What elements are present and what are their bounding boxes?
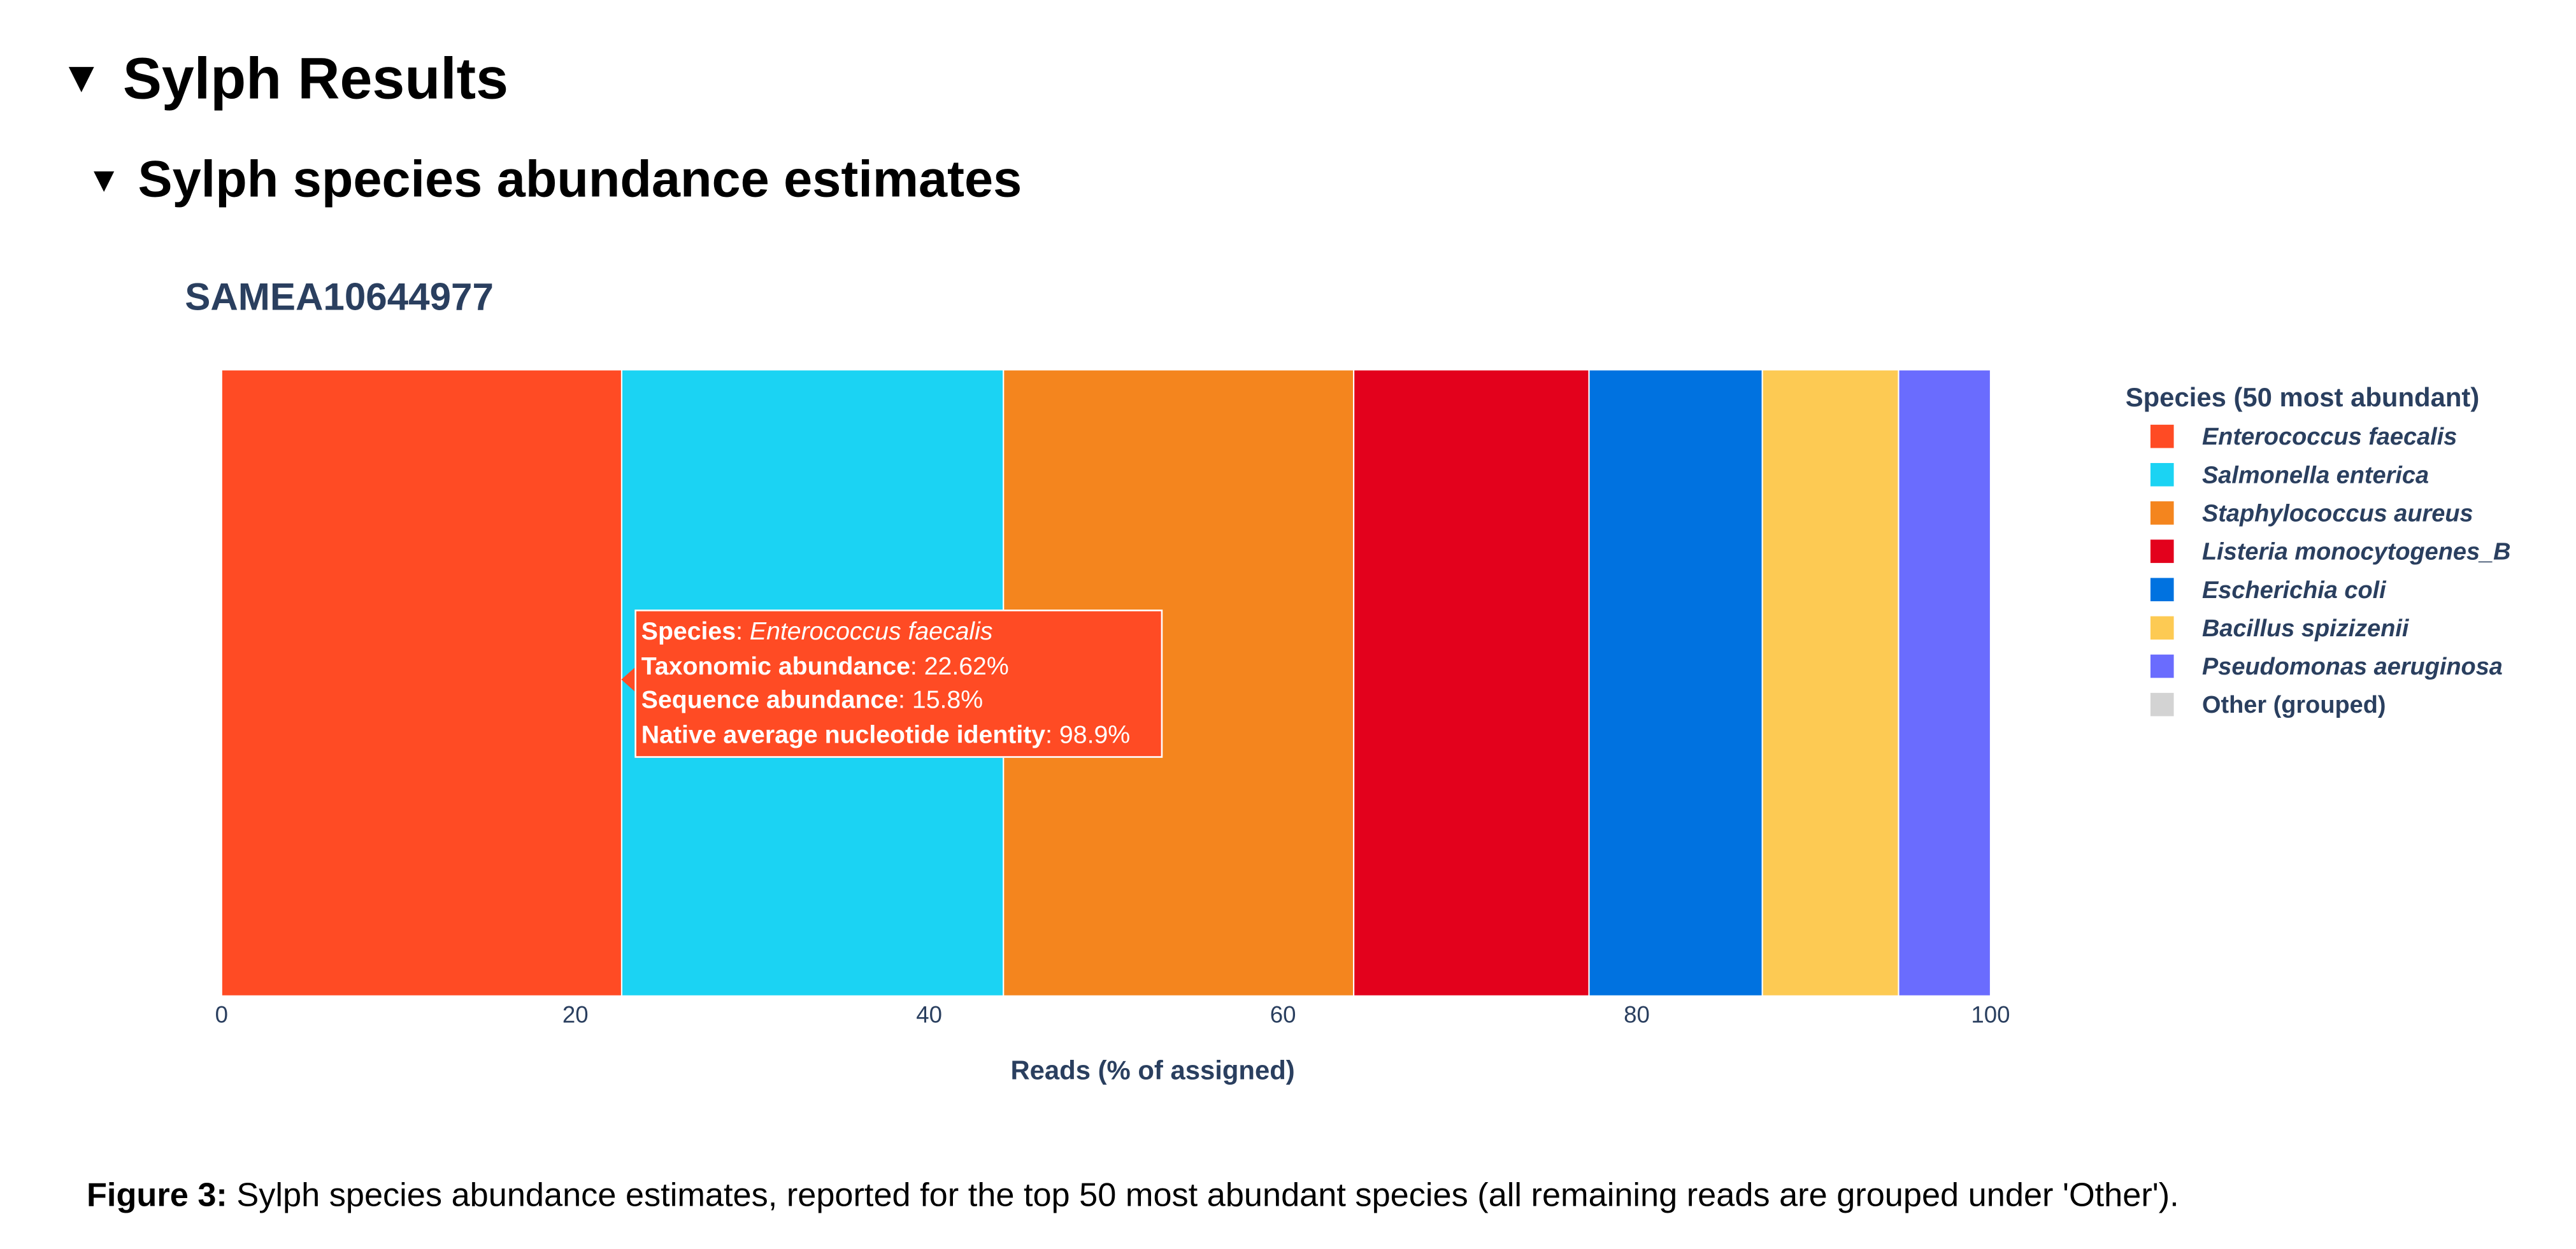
- species-abundance-heading[interactable]: ▼ Sylph species abundance estimates: [87, 148, 1022, 213]
- legend-swatch: [2150, 692, 2174, 717]
- legend-item[interactable]: Escherichia coli: [2150, 577, 2387, 604]
- bar-segment-enterococcus-faecalis[interactable]: [220, 369, 623, 997]
- tooltip-caret: [621, 666, 636, 693]
- tooltip-sequence-row: Sequence abundance: 15.8%: [641, 686, 984, 715]
- figure-caption-label: Figure 3:: [86, 1177, 227, 1215]
- legend-swatch: [2150, 616, 2174, 640]
- collapse-triangle-icon[interactable]: ▼: [86, 161, 122, 200]
- tooltip-species-row: Species: Enterococcus faecalis: [641, 618, 993, 646]
- legend-label: Listeria monocytogenes_B: [2202, 539, 2511, 566]
- figure-caption-text: Sylph species abundance estimates, repor…: [227, 1177, 2179, 1215]
- x-tick-label: 20: [562, 1002, 589, 1028]
- sylph-results-heading[interactable]: ▼ Sylph Results: [60, 40, 508, 117]
- legend-label: Pseudomonas aeruginosa: [2202, 653, 2503, 680]
- legend-item[interactable]: Staphylococcus aureus: [2150, 500, 2473, 527]
- legend-item[interactable]: Other (grouped): [2150, 692, 2386, 718]
- bar-segment-listeria-monocytogenes-b[interactable]: [1353, 369, 1590, 997]
- legend-item[interactable]: Enterococcus faecalis: [2150, 424, 2457, 450]
- collapse-triangle-icon[interactable]: ▼: [60, 52, 103, 102]
- x-axis-label: Reads (% of assigned): [1010, 1055, 1294, 1085]
- bar-segment-bacillus-spizizenii[interactable]: [1761, 369, 1900, 997]
- legend-label: Bacillus spizizenii: [2202, 615, 2410, 642]
- legend-swatch: [2150, 462, 2174, 487]
- legend-title: Species (50 most abundant): [2126, 382, 2480, 412]
- x-tick-label: 60: [1270, 1002, 1296, 1028]
- legend-swatch: [2150, 654, 2174, 678]
- bar-segment-pseudomonas-aeruginosa[interactable]: [1898, 369, 1991, 997]
- legend-label: Other (grouped): [2202, 692, 2386, 718]
- legend-label: Salmonella enterica: [2202, 462, 2429, 489]
- legend-swatch: [2150, 501, 2174, 525]
- legend-item[interactable]: Bacillus spizizenii: [2150, 615, 2410, 642]
- legend-label: Staphylococcus aureus: [2202, 500, 2473, 527]
- figure-caption: Figure 3: Sylph species abundance estima…: [87, 1174, 2179, 1218]
- legend-item[interactable]: Pseudomonas aeruginosa: [2150, 653, 2503, 680]
- legend-label: Enterococcus faecalis: [2202, 424, 2457, 450]
- x-tick-label: 80: [1624, 1002, 1650, 1028]
- legend-label: Escherichia coli: [2202, 577, 2387, 604]
- bar-segments: [220, 369, 1991, 997]
- legend-item[interactable]: Salmonella enterica: [2150, 462, 2429, 489]
- legend-swatch: [2150, 539, 2174, 563]
- species-abundance-title: Sylph species abundance estimates: [138, 150, 1022, 208]
- x-tick-label: 0: [215, 1002, 228, 1028]
- tooltip-ani-row: Native average nucleotide identity: 98.9…: [641, 720, 1131, 749]
- legend-swatch: [2150, 578, 2174, 602]
- legend: Enterococcus faecalis Salmonella enterica…: [2150, 424, 2511, 718]
- legend-swatch: [2150, 424, 2174, 448]
- x-axis-ticks: 0 20 40 60 80 100: [215, 1002, 2010, 1028]
- tooltip-taxonomic-row: Taxonomic abundance: 22.62%: [641, 652, 1009, 681]
- hover-tooltip: Species: Enterococcus faecalis Taxonomic…: [634, 610, 1163, 758]
- x-tick-label: 100: [1971, 1002, 2010, 1028]
- bar-segment-escherichia-coli[interactable]: [1588, 369, 1763, 997]
- sylph-results-title: Sylph Results: [122, 46, 509, 112]
- legend-item[interactable]: Listeria monocytogenes_B: [2150, 539, 2511, 566]
- chart-title: SAMEA10644977: [185, 275, 494, 318]
- x-tick-label: 40: [916, 1002, 942, 1028]
